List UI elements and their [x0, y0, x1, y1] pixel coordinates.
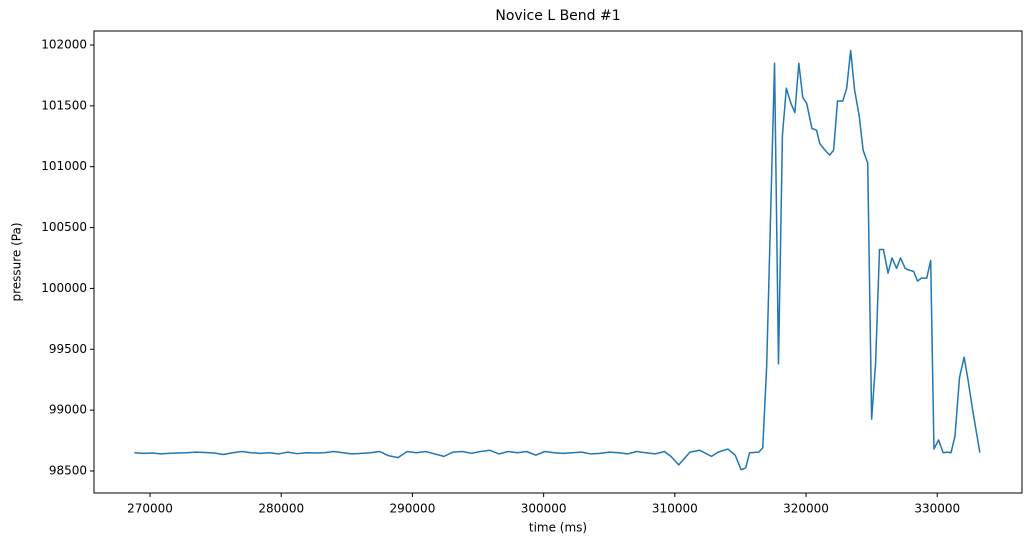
y-axis-label: pressure (Pa) — [10, 222, 24, 301]
data-line — [134, 49, 981, 471]
chart-title: Novice L Bend #1 — [495, 8, 620, 24]
x-tick-label: 300000 — [521, 502, 567, 516]
x-tick-label: 270000 — [127, 502, 173, 516]
y-tick-label: 101500 — [41, 98, 87, 112]
y-tick-label: 102000 — [41, 37, 87, 51]
y-tick-label: 99500 — [49, 342, 87, 356]
x-tick-label: 280000 — [258, 502, 304, 516]
x-axis-label: time (ms) — [529, 521, 587, 535]
x-tick-label: 330000 — [914, 502, 960, 516]
x-tick-label: 290000 — [390, 502, 436, 516]
y-tick-label: 99000 — [49, 403, 87, 417]
y-tick-label: 100500 — [41, 220, 87, 234]
y-tick-label: 100000 — [41, 281, 87, 295]
x-tick-label: 310000 — [652, 502, 698, 516]
x-tick-label: 320000 — [783, 502, 829, 516]
y-tick-label: 98500 — [49, 463, 87, 477]
y-tick-label: 101000 — [41, 159, 87, 173]
plot-frame — [93, 30, 1023, 494]
